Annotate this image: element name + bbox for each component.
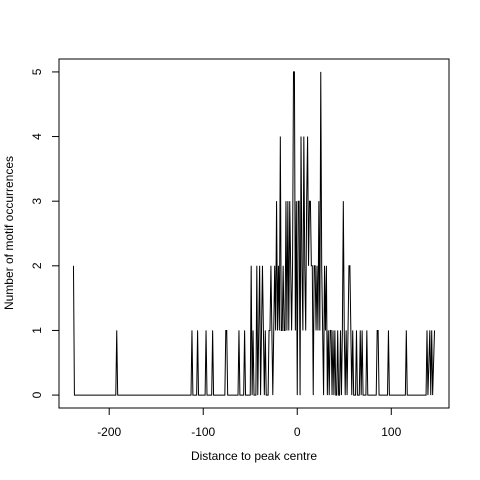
y-tick-label: 3 (30, 198, 44, 205)
y-tick-label: 2 (30, 262, 44, 269)
y-tick-label: 0 (30, 391, 44, 398)
y-tick-label: 5 (30, 68, 44, 75)
data-line (72, 71, 436, 396)
x-axis-label: Distance to peak centre (191, 449, 317, 463)
x-tick-label: 0 (294, 425, 301, 439)
x-tick-label: -200 (97, 425, 121, 439)
x-tick-label: -100 (191, 425, 215, 439)
y-tick-label: 1 (30, 327, 44, 334)
x-tick-label: 100 (381, 425, 401, 439)
y-axis-label: Number of motif occurrences (2, 156, 16, 310)
y-tick-label: 4 (30, 133, 44, 140)
